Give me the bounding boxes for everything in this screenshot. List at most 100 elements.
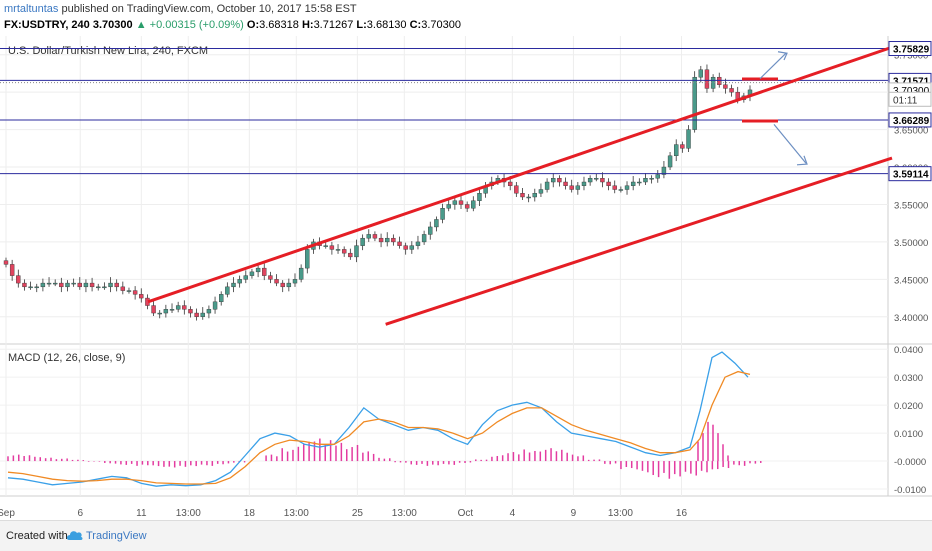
candle-body <box>692 76 697 130</box>
symbol-label[interactable]: FX:USDTRY, 240 <box>4 19 90 31</box>
x-tick-label: 18 <box>244 508 256 519</box>
candle <box>212 296 218 314</box>
candle-body <box>471 200 476 209</box>
candle-body <box>526 196 531 199</box>
candle <box>557 175 562 187</box>
candle-body <box>52 282 58 285</box>
candle <box>126 287 132 294</box>
last-price: 3.70300 <box>92 19 133 31</box>
chart-canvas[interactable]: Sep 6 11 13:00 18 13:00 25 13:00 Oct 4 9 13:00 16 3.4… <box>0 36 932 520</box>
candle <box>360 234 365 251</box>
candle-body <box>341 249 347 254</box>
candle <box>59 277 64 293</box>
candle-body <box>600 178 605 183</box>
candle-body <box>255 267 261 273</box>
candle-body <box>16 275 21 284</box>
candle-body <box>83 282 89 288</box>
macd-pane-title: MACD (12, 26, close, 9) <box>8 352 125 364</box>
candle <box>3 257 9 268</box>
candle <box>581 176 587 191</box>
macd-line <box>7 351 749 487</box>
candle <box>249 268 255 279</box>
candle-body <box>704 69 710 89</box>
candle-body <box>452 200 458 205</box>
candle <box>397 236 402 249</box>
symbol-line: FX:USDTRY, 240 3.70300 ▲ +0.00315 (+0.09… <box>4 19 461 31</box>
candle <box>692 71 697 133</box>
candle <box>114 279 119 292</box>
candle-body <box>434 219 439 228</box>
candle <box>532 188 537 202</box>
price-tick-label: 3.65000 <box>894 126 928 137</box>
candle <box>22 279 27 291</box>
candle <box>298 264 304 283</box>
arrow-down-head-icon <box>796 155 808 166</box>
candle-body <box>674 144 679 157</box>
macd-pane <box>0 345 888 496</box>
candle <box>206 305 212 319</box>
candle-body <box>680 144 685 149</box>
price-label-text: 3.70300 <box>893 86 930 97</box>
change-arrow-icon: ▲ <box>135 19 147 31</box>
price-tick-label: 3.75000 <box>894 51 928 62</box>
candle-body <box>3 260 9 265</box>
candle <box>225 282 230 298</box>
x-tick-label: 13:00 <box>284 508 309 519</box>
candle <box>194 308 199 321</box>
candle <box>680 141 685 153</box>
candle-body <box>563 181 568 186</box>
candle-body <box>348 252 353 258</box>
candle <box>182 300 187 315</box>
candle-body <box>372 234 378 239</box>
candle-body <box>477 193 482 201</box>
candle <box>538 183 544 197</box>
tradingview-brand-link[interactable]: TradingView <box>86 530 147 542</box>
candle <box>89 277 95 292</box>
low-value: 3.68130 <box>366 19 407 31</box>
candle-body <box>551 178 556 183</box>
candle <box>335 244 341 254</box>
candle <box>219 291 224 306</box>
candle <box>729 84 734 97</box>
candle <box>464 201 470 212</box>
candle-body <box>102 286 107 289</box>
x-tick-label: Sep <box>0 508 15 519</box>
x-tick-label: Oct <box>458 508 474 519</box>
candle <box>686 125 691 153</box>
candle-body <box>581 181 587 186</box>
candle <box>569 179 574 193</box>
candle-body <box>729 88 734 93</box>
price-tick-label: 3.55000 <box>894 200 928 211</box>
candle-body <box>366 234 371 239</box>
candle-body <box>108 282 113 288</box>
level-price-label: 3.59114 <box>888 166 932 182</box>
macd-tick-label: -0.0000 <box>894 457 926 468</box>
candle-body <box>249 271 255 276</box>
candle-body <box>219 294 224 303</box>
arrow-up-shaft <box>759 52 787 80</box>
candle <box>421 230 427 245</box>
candle <box>286 278 292 292</box>
macd-tick-label: 0.0300 <box>894 373 923 384</box>
candle-body <box>514 185 519 194</box>
candle-body <box>630 181 636 186</box>
chart-header: mrtaltuntas published on TradingView.com… <box>0 0 932 36</box>
price-label-text: 3.59114 <box>893 170 929 181</box>
candle <box>575 182 581 195</box>
candle <box>71 278 76 287</box>
candle <box>96 283 101 291</box>
candle-body <box>360 237 365 246</box>
candle <box>65 280 70 292</box>
candle-body <box>698 69 704 78</box>
candle-body <box>557 178 562 183</box>
author-link[interactable]: mrtaltuntas <box>4 3 59 15</box>
candle <box>667 152 673 171</box>
candle <box>292 273 298 287</box>
x-tick-label: 16 <box>676 508 688 519</box>
price-label-box <box>888 112 932 128</box>
candle-body <box>538 189 544 194</box>
candle-body <box>385 237 390 243</box>
candle <box>348 248 353 260</box>
candle-body <box>624 185 630 190</box>
candle <box>268 271 273 284</box>
